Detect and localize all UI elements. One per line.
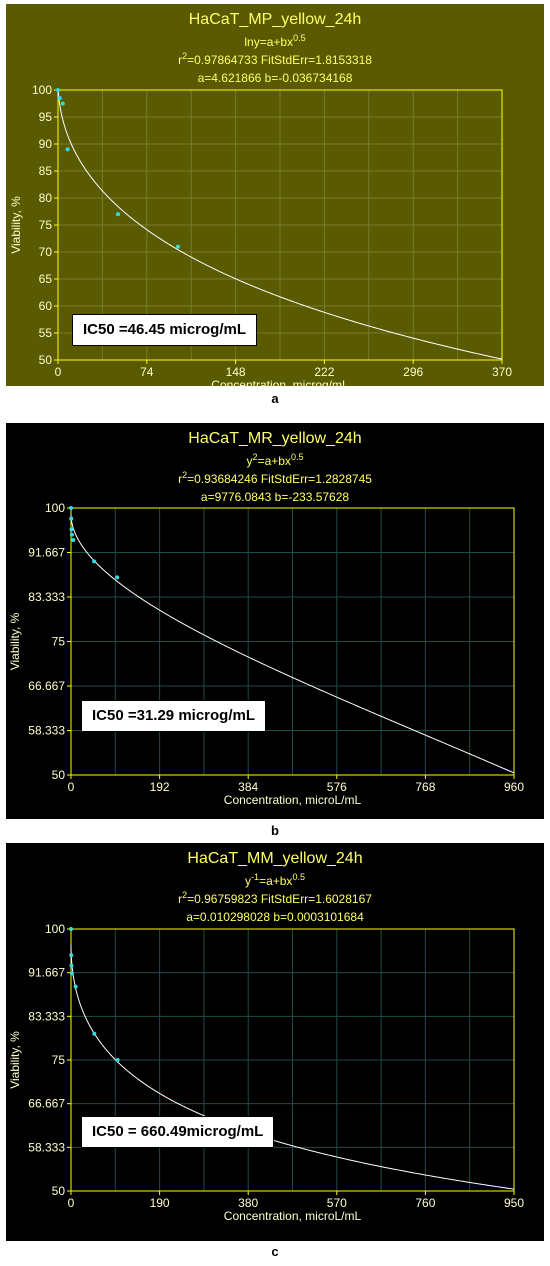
y-tick-label-c: 91.667 xyxy=(28,966,65,980)
panel-label-b: b xyxy=(271,823,279,838)
fit-curve-b xyxy=(70,514,515,774)
x-tick-label-a: 296 xyxy=(403,365,423,379)
x-tick-label-c: 0 xyxy=(68,1196,75,1210)
y-axis-label-c: Viability, % xyxy=(8,1031,22,1089)
y-tick-label-a: 75 xyxy=(39,218,53,232)
fit-curve-a xyxy=(57,89,503,360)
chart-stats-a: r2=0.97864733 FitStdErr=1.8153318 xyxy=(178,51,372,67)
data-point-c xyxy=(69,927,73,931)
data-point-c xyxy=(115,1058,120,1062)
ic50-label-c: IC50 = 660.49microg/mL xyxy=(81,1116,275,1148)
y-tick-label-b: 50 xyxy=(52,768,66,782)
data-point-a xyxy=(57,96,62,101)
x-tick-label-b: 192 xyxy=(150,780,170,794)
x-tick-label-c: 570 xyxy=(327,1196,347,1210)
chart-stats-c: r2=0.96759823 FitStdErr=1.6028167 xyxy=(178,890,372,906)
x-tick-label-a: 148 xyxy=(226,365,246,379)
data-point-a xyxy=(176,244,180,249)
chart-panel-b: HaCaT_MR_yellow_24h y2=a+bx0.5 r2=0.936842… xyxy=(6,423,544,819)
data-point-b xyxy=(69,516,74,521)
chart-params-a: a=4.621866 b=-0.036734168 xyxy=(198,71,353,85)
y-tick-label-b: 75 xyxy=(52,635,66,649)
y-tick-label-a: 60 xyxy=(39,299,53,313)
x-tick-label-b: 960 xyxy=(504,780,524,794)
y-tick-label-a: 65 xyxy=(39,272,53,286)
panel-label-c: c xyxy=(271,1244,279,1259)
x-tick-label-c: 380 xyxy=(238,1196,258,1210)
chart-equation-a: lny=a+bx0.5 xyxy=(244,33,305,49)
x-axis-label-c: Concentration, microL/mL xyxy=(224,1209,362,1223)
chart-panel-a: HaCaT_MP_yellow_24h lny=a+bx0.5 r2=0.97864… xyxy=(6,4,544,386)
y-tick-label-a: 85 xyxy=(39,164,53,178)
data-point-c xyxy=(69,971,74,976)
chart-title-c: HaCaT_MM_yellow_24h xyxy=(187,850,362,867)
y-axis-label-a: Viability, % xyxy=(9,196,23,254)
y-tick-label-b: 100 xyxy=(45,501,65,515)
data-point-a xyxy=(116,212,120,217)
y-tick-label-c: 75 xyxy=(52,1053,66,1067)
y-axis-label-b: Viability, % xyxy=(8,612,22,670)
chart-equation-c: y-1=a+bx0.5 xyxy=(245,872,305,888)
chart-title-b: HaCaT_MR_yellow_24h xyxy=(188,430,361,447)
y-tick-label-c: 83.333 xyxy=(28,1009,65,1023)
chart-params-b: a=9776.0843 b=-233.57628 xyxy=(201,490,349,504)
y-tick-label-a: 55 xyxy=(39,326,53,340)
chart-title-a: HaCaT_MP_yellow_24h xyxy=(189,11,362,28)
y-tick-label-a: 100 xyxy=(32,83,52,97)
x-tick-label-b: 0 xyxy=(68,780,75,794)
y-tick-label-b: 83.333 xyxy=(28,590,65,604)
chart-stats-b: r2=0.93684246 FitStdErr=1.2828745 xyxy=(178,470,372,486)
y-tick-label-a: 80 xyxy=(39,191,53,205)
chart-panel-c: HaCaT_MM_yellow_24h y-1=a+bx0.5 r2=0.96759… xyxy=(6,843,544,1241)
data-point-c xyxy=(69,963,74,968)
data-point-b xyxy=(71,538,76,543)
x-tick-label-b: 384 xyxy=(238,780,258,794)
y-tick-label-c: 58.333 xyxy=(28,1140,65,1154)
data-point-a xyxy=(56,88,60,92)
x-axis-label-b: Concentration, microL/mL xyxy=(224,793,362,807)
fit-curve-c xyxy=(70,944,515,1190)
panel-label-a: a xyxy=(271,391,279,406)
x-tick-label-a: 74 xyxy=(140,365,154,379)
data-point-b xyxy=(69,532,74,537)
chart-params-c: a=0.010298028 b=0.0003101684 xyxy=(186,910,364,924)
x-tick-label-c: 950 xyxy=(504,1196,524,1210)
y-tick-label-c: 66.667 xyxy=(28,1097,65,1111)
data-point-b xyxy=(92,559,97,564)
chart-c-svg: HaCaT_MM_yellow_24h y-1=a+bx0.5 r2=0.96759… xyxy=(6,843,544,1241)
y-tick-label-a: 95 xyxy=(39,110,53,124)
data-point-c xyxy=(69,953,74,958)
chart-equation-b: y2=a+bx0.5 xyxy=(247,452,304,468)
data-point-c xyxy=(92,1031,97,1036)
x-axis-label-a: Concentration, microg/mL xyxy=(211,378,349,386)
ic50-label-b: IC50 =31.29 microg/mL xyxy=(81,700,266,732)
data-point-b xyxy=(115,575,120,580)
x-tick-label-b: 768 xyxy=(415,780,435,794)
x-tick-label-a: 222 xyxy=(314,365,334,379)
ic50-label-a: IC50 =46.45 microg/mL xyxy=(72,314,257,346)
data-point-c xyxy=(73,984,78,989)
x-tick-label-a: 370 xyxy=(492,365,512,379)
data-point-b xyxy=(69,527,74,532)
y-tick-label-a: 70 xyxy=(39,245,53,259)
y-tick-label-a: 50 xyxy=(39,353,53,367)
x-tick-label-a: 0 xyxy=(55,365,62,379)
data-point-a xyxy=(65,147,70,152)
y-tick-label-b: 91.667 xyxy=(28,546,65,560)
y-tick-label-c: 100 xyxy=(45,922,65,936)
y-tick-label-b: 58.333 xyxy=(28,724,65,738)
x-tick-label-b: 576 xyxy=(327,780,347,794)
y-tick-label-b: 66.667 xyxy=(28,679,65,693)
data-point-b xyxy=(69,506,73,510)
chart-b-svg: HaCaT_MR_yellow_24h y2=a+bx0.5 r2=0.936842… xyxy=(6,423,544,819)
y-tick-label-a: 90 xyxy=(39,137,53,151)
x-tick-label-c: 760 xyxy=(415,1196,435,1210)
y-tick-label-c: 50 xyxy=(52,1184,66,1198)
x-tick-label-c: 190 xyxy=(150,1196,170,1210)
data-point-a xyxy=(60,101,65,106)
